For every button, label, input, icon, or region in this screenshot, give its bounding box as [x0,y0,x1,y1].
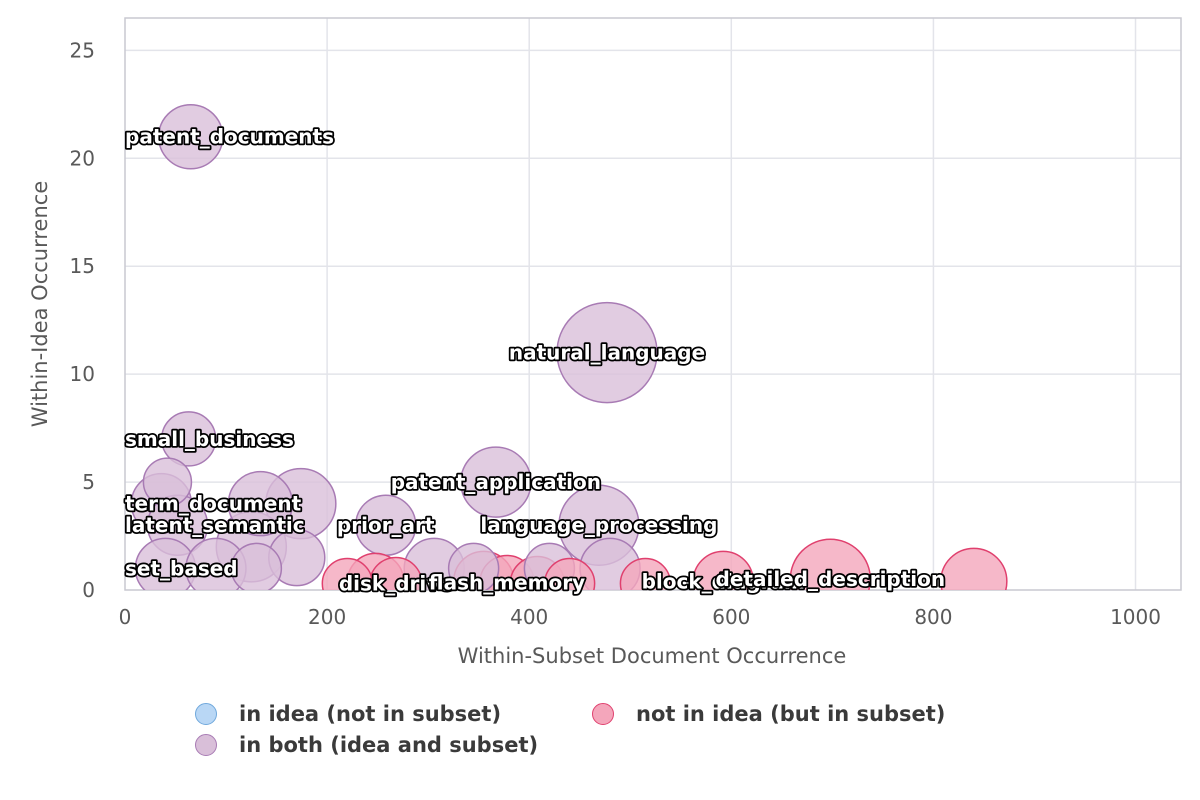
x-tick-label: 400 [510,605,548,629]
bubbles [130,103,1008,619]
legend-label-both: in both (idea and subset) [239,733,539,757]
bubble-label-patent_application: patent_application [391,470,601,494]
bubble-point[interactable] [447,542,500,593]
y-tick-label: 15 [70,254,95,278]
x-tick-label: 1000 [1110,605,1161,629]
bubble-label-detailed_description: detailed_description [716,567,946,591]
bubble-block_diagram[interactable] [692,550,754,611]
bubble-point[interactable] [230,542,283,593]
bubble-point[interactable] [142,457,193,507]
legend-item-subset: not in idea (but in subset) [592,702,945,726]
y-tick-label: 5 [82,470,95,494]
bubble-detailed_description[interactable] [789,538,872,619]
legend-label-subset: not in idea (but in subset) [636,702,946,726]
bubble-label-set_based: set_based [125,556,238,580]
legend-label-idea: in idea (not in subset) [239,702,502,726]
x-tick-label: 200 [308,605,346,629]
bubble-point[interactable] [543,557,596,609]
legend: in idea (not in subset) not in idea (but… [195,702,1095,766]
bubble-label-natural_language: natural_language [509,341,705,365]
legend-swatch-subset [592,703,614,725]
x-tick-label: 600 [712,605,750,629]
x-axis-title: Within-Subset Document Occurrence [458,644,847,668]
legend-swatch-both [195,734,217,756]
x-tick-label: 0 [119,605,132,629]
bubble-point[interactable] [227,470,294,537]
tick-labels: 0 200 400 600 800 1000 0 5 10 15 20 25 [70,38,1161,629]
bubble-point[interactable] [619,557,672,609]
bubble-natural_language[interactable] [556,301,658,404]
bubble-label-disk_drive: disk_drive [339,572,453,596]
bubble-labels: patent_documents natural_language small_bu… [123,123,947,597]
bubble-label-language_processing: language_processing [480,513,717,537]
legend-item-both: in both (idea and subset) [195,733,538,757]
bubble-label-term_document: term_document [125,492,302,516]
bubble-patent_application[interactable] [460,446,532,518]
y-axis-title: Within-Idea Occurrence [28,181,52,427]
bubble-point[interactable] [321,557,374,609]
bubble-label-block_diagram: block_diagram [642,569,805,593]
bubble-small_business[interactable] [160,411,217,467]
bubble-label-patent_documents: patent_documents [125,125,334,149]
legend-item-idea: in idea (not in subset) [195,702,501,726]
bubble-label-latent_semantic: latent_semantic [125,513,305,537]
bubble-patent_documents[interactable] [157,103,224,170]
bubble-point[interactable] [940,547,1008,614]
bubble-label-small_business: small_business [125,427,294,451]
y-tick-label: 25 [70,38,95,62]
bubble-label-flash_memory: flash_memory [429,570,585,594]
bubble-label-prior_art: prior_art [337,513,435,537]
y-tick-label: 20 [70,146,95,170]
x-tick-label: 800 [914,605,952,629]
y-tick-label: 10 [70,362,95,386]
legend-swatch-idea [195,703,217,725]
y-tick-label: 0 [82,578,95,602]
